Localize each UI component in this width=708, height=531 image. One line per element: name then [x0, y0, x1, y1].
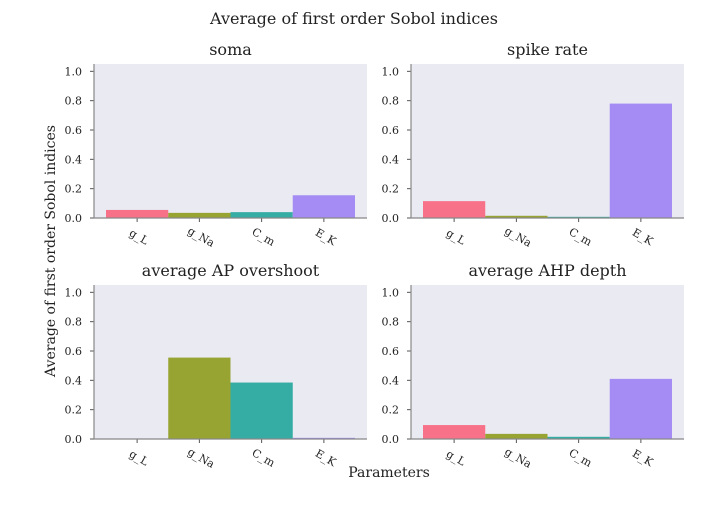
- x-tick-label: g_Na: [185, 445, 217, 471]
- bar-g-na: [168, 357, 231, 439]
- x-tick-label: C_m: [567, 446, 595, 470]
- bar-g-na: [485, 433, 548, 439]
- bar-e-k: [292, 195, 355, 218]
- y-tick-label: 0.6: [382, 345, 400, 358]
- y-tick-label: 0.6: [65, 124, 83, 137]
- bar-e-k: [609, 103, 672, 218]
- bar-g-l: [423, 425, 486, 439]
- y-tick-label: 0.0: [382, 433, 400, 446]
- x-tick-label: g_L: [127, 447, 151, 469]
- bar-g-na: [485, 215, 548, 218]
- y-tick-label: 1.0: [65, 286, 83, 299]
- subplot-title: spike rate: [507, 40, 588, 59]
- plot-background: [94, 64, 367, 218]
- y-tick-label: 0.4: [382, 153, 400, 166]
- subplot-title: average AHP depth: [468, 261, 626, 280]
- x-tick-label: C_m: [250, 225, 278, 249]
- y-tick-label: 0.6: [382, 124, 400, 137]
- x-tick-label: E_K: [313, 226, 339, 249]
- x-tick-label: g_L: [444, 226, 468, 248]
- y-tick-label: 0.2: [382, 404, 400, 417]
- x-tick-label: E_K: [313, 447, 339, 470]
- x-tick-label: E_K: [630, 447, 656, 470]
- y-tick-label: 0.4: [65, 153, 83, 166]
- bar-c-m: [547, 436, 610, 439]
- x-tick-label: g_L: [444, 447, 468, 469]
- y-tick-label: 0.4: [382, 374, 400, 387]
- subplot-title: average AP overshoot: [142, 261, 320, 280]
- y-tick-label: 1.0: [382, 65, 400, 78]
- figure-title: Average of first order Sobol indices: [209, 9, 498, 28]
- figure-ylabel: Average of first order Sobol indices: [43, 125, 59, 378]
- bar-g-l: [423, 201, 486, 218]
- y-tick-label: 0.0: [65, 433, 83, 446]
- y-tick-label: 0.2: [382, 183, 400, 196]
- x-tick-label: C_m: [567, 225, 595, 249]
- x-tick-label: C_m: [250, 446, 278, 470]
- subplot-title: soma: [209, 40, 252, 59]
- x-tick-label: g_Na: [185, 224, 217, 250]
- subplot-2: spike rate g_L g_Na C_m E_K 0.0 0.2 0.4 0.6 0.8 1.…: [382, 40, 684, 250]
- y-tick-label: 0.8: [382, 95, 400, 108]
- y-tick-label: 0.8: [65, 95, 83, 108]
- y-tick-label: 0.4: [65, 374, 83, 387]
- y-tick-label: 0.8: [65, 316, 83, 329]
- y-tick-label: 1.0: [65, 65, 83, 78]
- y-tick-label: 0.0: [65, 212, 83, 225]
- subplot-1: soma g_L g_Na C_m E_K 0.0 0.2 0.4 0.6 0.8 1.0: [65, 40, 367, 250]
- bar-e-k: [609, 378, 672, 439]
- x-tick-label: g_Na: [502, 445, 534, 471]
- y-tick-label: 0.8: [382, 316, 400, 329]
- x-tick-label: g_L: [127, 226, 151, 248]
- bar-g-na: [168, 212, 231, 218]
- figure-xlabel: Parameters: [348, 465, 430, 481]
- subplot-3: average AP overshoot g_L g_Na C_m E_K 0.0 0.2 0…: [65, 261, 367, 471]
- y-tick-label: 0.2: [65, 183, 83, 196]
- subplot-4: average AHP depth g_L g_Na C_m E_K 0.0 0.2 0.4 0…: [382, 261, 684, 471]
- bar-g-l: [106, 209, 169, 218]
- y-tick-label: 0.2: [65, 404, 83, 417]
- x-tick-label: E_K: [630, 226, 656, 249]
- y-tick-label: 1.0: [382, 286, 400, 299]
- x-tick-label: g_Na: [502, 224, 534, 250]
- bar-c-m: [230, 212, 293, 218]
- y-tick-label: 0.0: [382, 212, 400, 225]
- bar-c-m: [230, 382, 293, 439]
- y-tick-label: 0.6: [65, 345, 83, 358]
